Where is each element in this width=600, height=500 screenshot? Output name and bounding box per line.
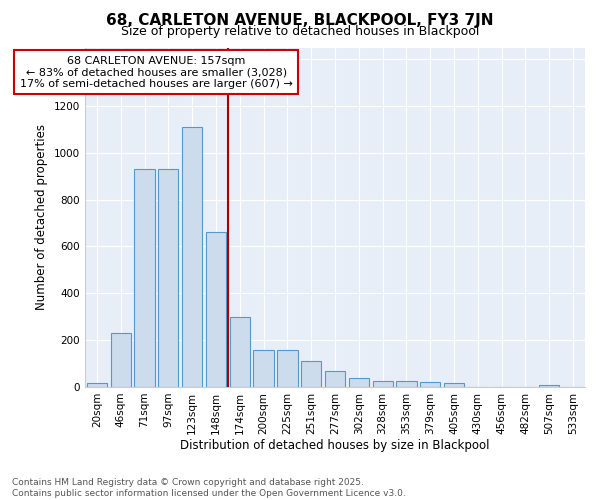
Bar xyxy=(444,384,464,387)
Bar xyxy=(373,381,393,387)
Text: Size of property relative to detached houses in Blackpool: Size of property relative to detached ho… xyxy=(121,25,479,38)
Bar xyxy=(277,350,298,387)
Bar xyxy=(134,169,155,387)
Bar xyxy=(158,169,178,387)
Text: 68 CARLETON AVENUE: 157sqm
← 83% of detached houses are smaller (3,028)
17% of s: 68 CARLETON AVENUE: 157sqm ← 83% of deta… xyxy=(20,56,293,89)
Bar xyxy=(206,232,226,387)
Text: Contains HM Land Registry data © Crown copyright and database right 2025.
Contai: Contains HM Land Registry data © Crown c… xyxy=(12,478,406,498)
Y-axis label: Number of detached properties: Number of detached properties xyxy=(35,124,49,310)
Bar xyxy=(110,333,131,387)
Bar xyxy=(397,381,416,387)
Bar xyxy=(87,384,107,387)
Bar xyxy=(230,316,250,387)
Bar xyxy=(182,127,202,387)
Bar xyxy=(325,370,345,387)
Text: 68, CARLETON AVENUE, BLACKPOOL, FY3 7JN: 68, CARLETON AVENUE, BLACKPOOL, FY3 7JN xyxy=(106,12,494,28)
X-axis label: Distribution of detached houses by size in Blackpool: Distribution of detached houses by size … xyxy=(180,440,490,452)
Bar xyxy=(539,384,559,387)
Bar xyxy=(420,382,440,387)
Bar xyxy=(301,361,322,387)
Bar xyxy=(253,350,274,387)
Bar xyxy=(349,378,369,387)
